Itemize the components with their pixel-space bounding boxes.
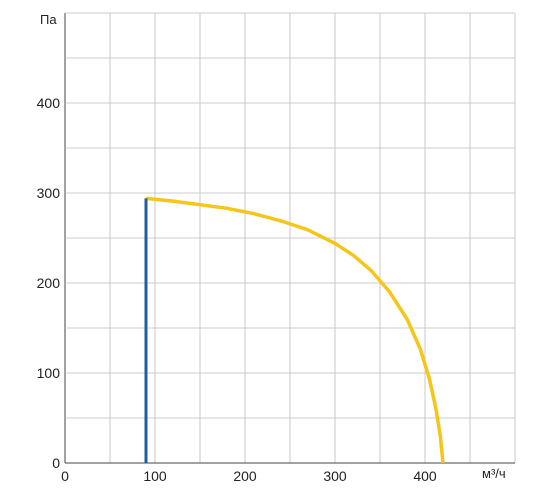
fan-curve-line <box>145 196 445 464</box>
y-tick-label-200: 200 <box>37 275 61 291</box>
series-group <box>144 196 445 464</box>
x-axis-label: м³/ч <box>482 466 506 481</box>
grid <box>64 12 516 464</box>
y-tick-label-300: 300 <box>37 185 61 201</box>
x-tick-label-0: 0 <box>61 468 69 484</box>
x-tick-label-400: 400 <box>413 468 437 484</box>
y-tick-label-400: 400 <box>37 95 61 111</box>
y-tick-label-100: 100 <box>37 365 61 381</box>
x-tick-label-100: 100 <box>143 468 167 484</box>
y-axis-label: Па <box>40 12 57 27</box>
x-tick-label-300: 300 <box>323 468 347 484</box>
x-tick-label-200: 200 <box>233 468 257 484</box>
tick-labels: 0 100 200 300 400 0 100 200 300 400 <box>37 95 437 484</box>
y-tick-label-0: 0 <box>52 455 60 471</box>
